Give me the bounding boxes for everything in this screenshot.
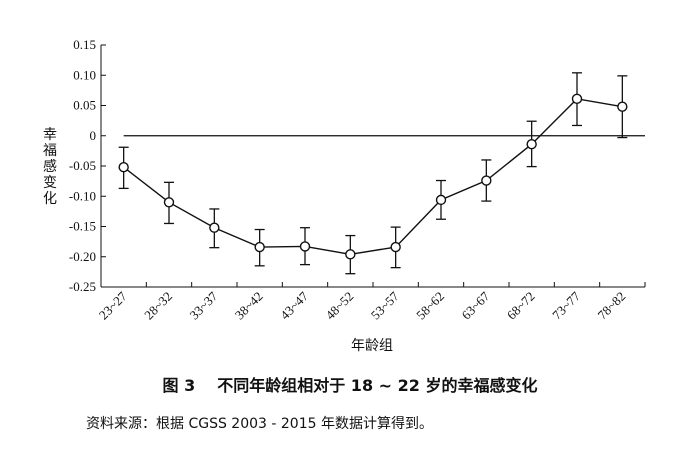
data-point	[209, 222, 220, 233]
y-tick-label: -0.15	[69, 219, 96, 234]
series-polyline	[123, 98, 623, 256]
y-tick-label: 0.05	[73, 98, 96, 113]
y-axis-label: 幸福感变化	[43, 127, 57, 207]
x-tick-label: 23~27	[96, 288, 130, 322]
y-axis-label-char: 感	[43, 158, 57, 175]
source-note: 资料来源：根据 CGSS 2003 - 2015 年数据计算得到。	[86, 416, 433, 432]
x-tick-label: 33~37	[186, 288, 220, 322]
y-tick-label: -0.05	[69, 158, 96, 173]
y-tick-label: -0.25	[69, 279, 96, 294]
x-axis-label: 年龄组	[351, 338, 393, 354]
data-point	[617, 101, 628, 112]
x-tick-label: 63~67	[458, 288, 492, 322]
x-ticks: 23~27 28~32 33~37 38~42 43~47 48~52 53~57 58~62…	[96, 282, 646, 323]
x-tick-label: 38~42	[232, 289, 266, 323]
figure-title: 不同年龄组相对于 18 ~ 22 岁的幸福感变化	[217, 376, 538, 395]
x-tick-label: 73~77	[549, 288, 583, 322]
data-point	[299, 241, 311, 252]
y-axis-label-char: 化	[43, 191, 57, 207]
y-axis-label-char: 福	[43, 143, 57, 159]
figure-caption: 图 3 不同年龄组相对于 18 ~ 22 岁的幸福感变化	[0, 372, 700, 396]
y-axis-label-char: 幸	[43, 127, 57, 143]
y-tick-label: 0.15	[73, 37, 96, 52]
data-point	[254, 241, 265, 253]
data-point	[118, 162, 129, 173]
data-point	[435, 194, 447, 206]
y-tick-label: 0	[90, 128, 97, 143]
x-tick-label: 43~47	[277, 288, 311, 322]
data-point	[481, 175, 492, 186]
series-line	[123, 98, 623, 256]
y-axis-label-char: 变	[43, 175, 57, 191]
x-tick-label: 53~57	[368, 288, 402, 322]
data-point	[345, 249, 356, 260]
x-tick-label: 58~62	[413, 289, 447, 323]
y-tick-label: -0.20	[69, 249, 96, 264]
x-tick-label: 68~72	[504, 289, 538, 323]
data-point	[390, 241, 401, 253]
data-point	[526, 139, 537, 150]
y-tick-label: 0.10	[73, 67, 96, 82]
x-tick-label: 48~52	[322, 289, 356, 323]
error-bars	[118, 72, 628, 275]
data-point	[571, 93, 583, 105]
figure-number: 图 3	[162, 376, 196, 395]
data-markers	[118, 93, 628, 260]
y-ticks: 0.15 0.10 0.05 0 -0.05 -0.10 -0.15 -0.20 -0.25	[69, 37, 106, 294]
x-tick-label: 78~82	[594, 289, 628, 323]
data-point	[163, 197, 175, 208]
y-tick-label: -0.10	[69, 188, 96, 203]
x-tick-label: 28~32	[141, 289, 175, 323]
